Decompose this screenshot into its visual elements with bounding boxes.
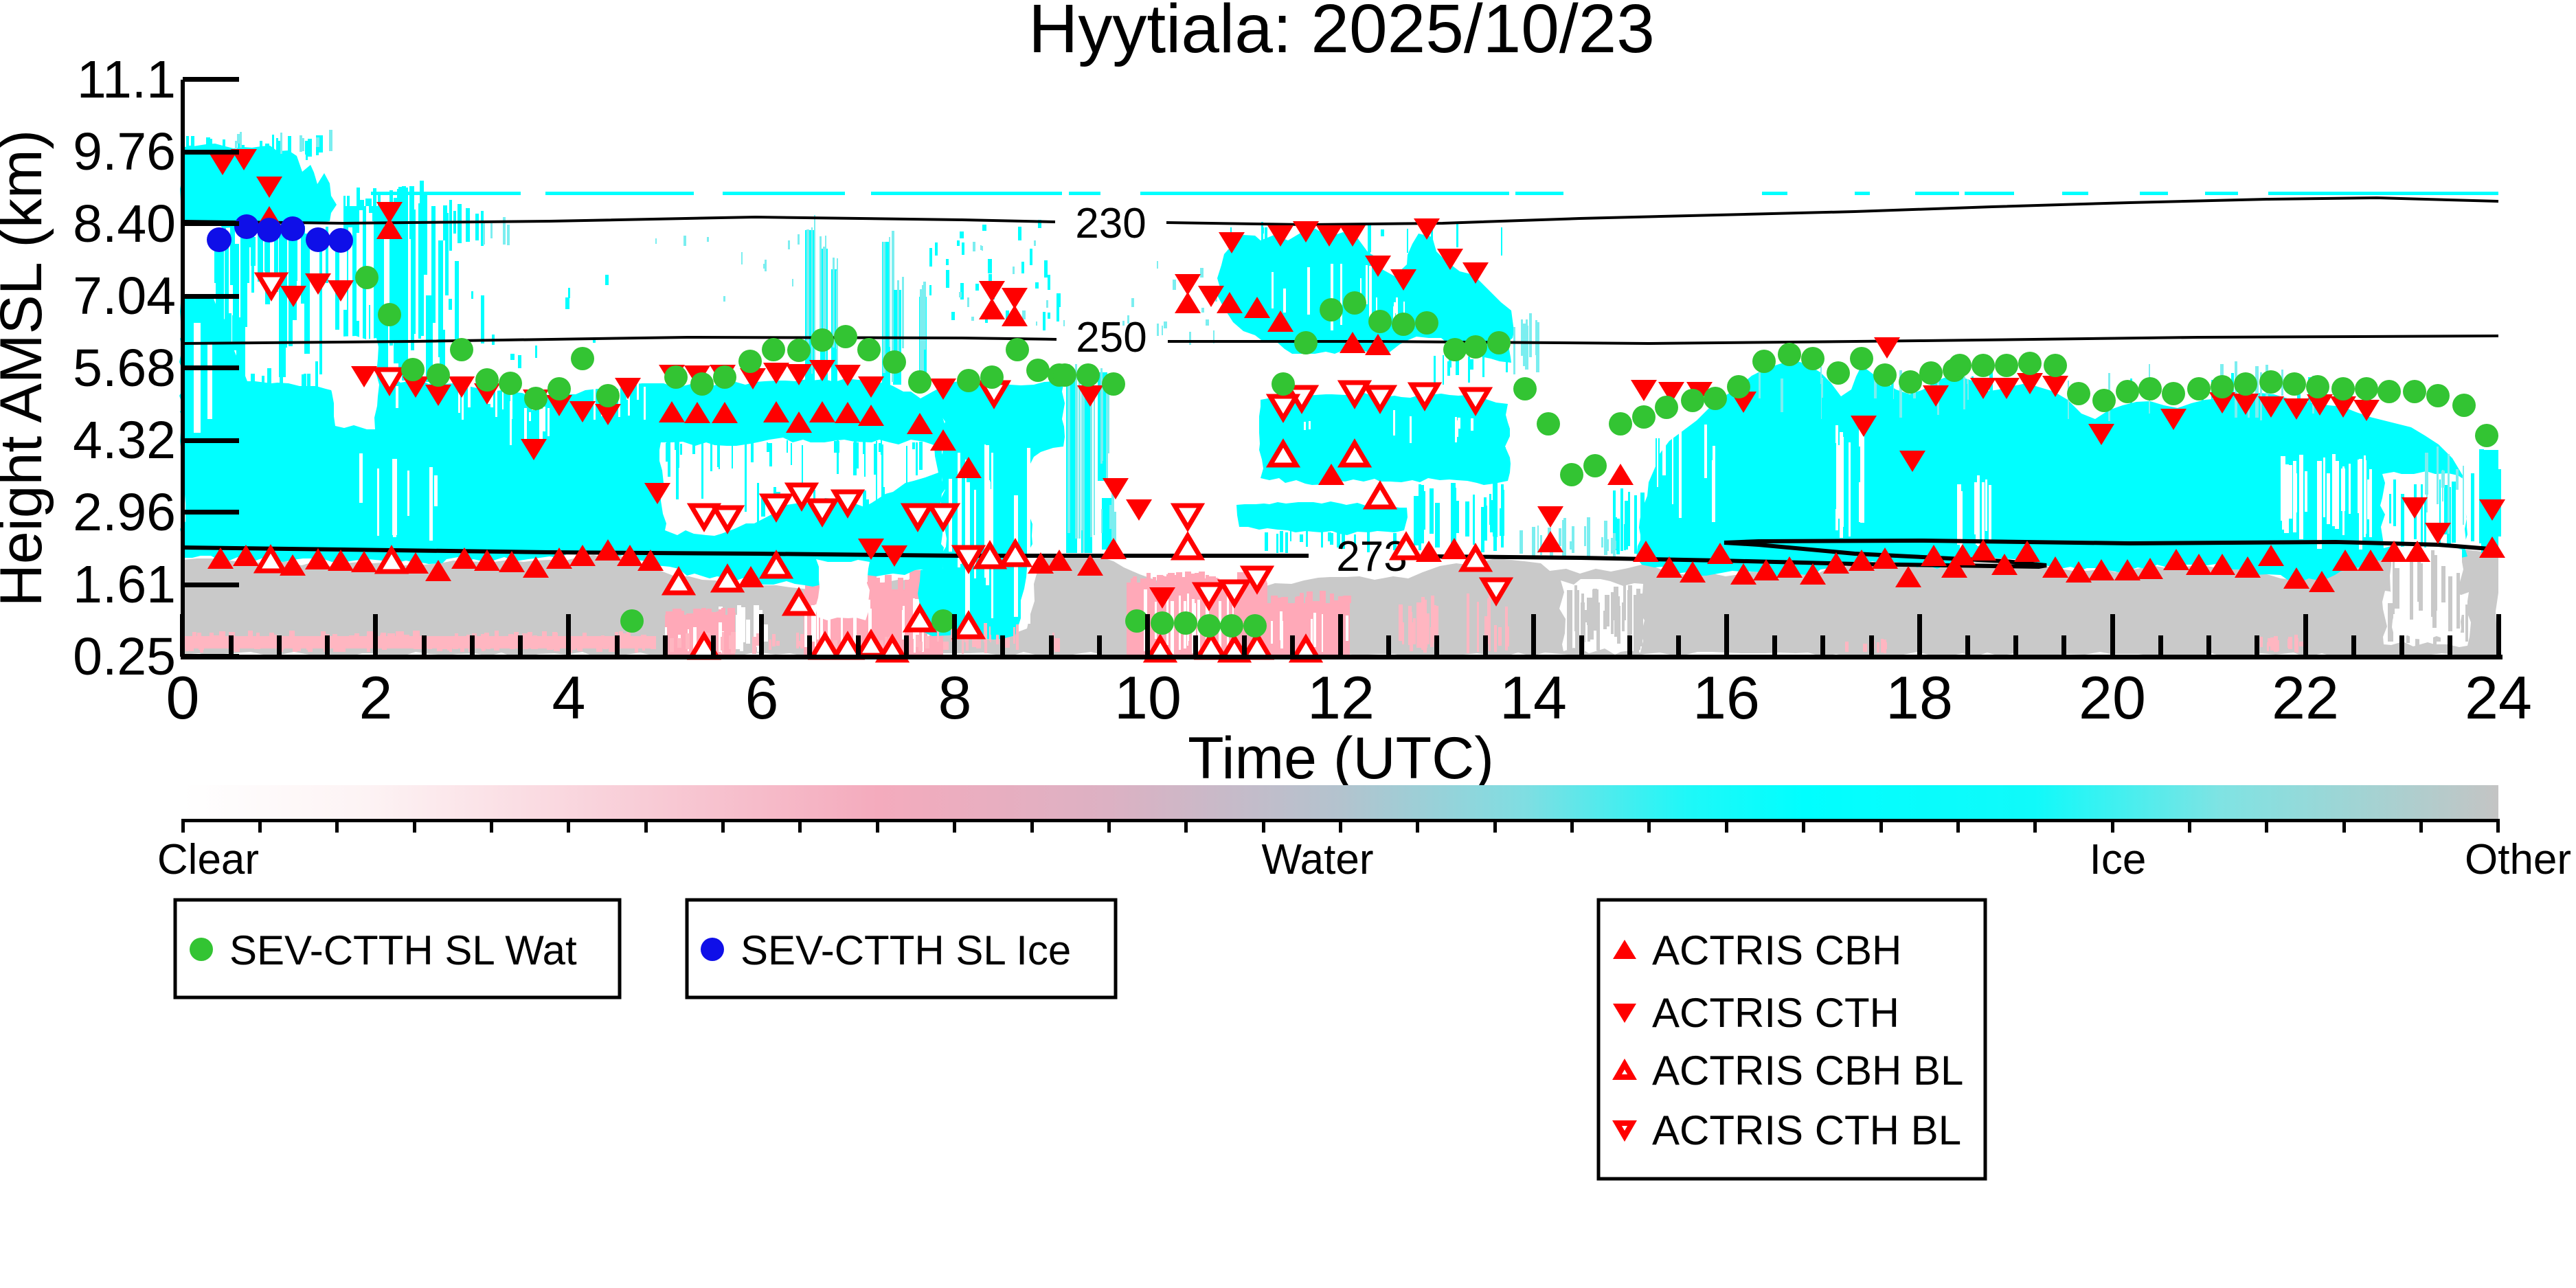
svg-text:9.76: 9.76 [73,122,176,181]
svg-text:18: 18 [1886,664,1953,732]
svg-text:20: 20 [2079,664,2146,732]
svg-text:Ice: Ice [2090,836,2147,883]
svg-text:Water: Water [1261,836,1373,883]
svg-text:Other: Other [2465,836,2571,883]
svg-text:0: 0 [166,664,200,732]
svg-text:4.32: 4.32 [73,411,176,470]
svg-text:24: 24 [2465,664,2532,732]
svg-text:14: 14 [1500,664,1567,732]
svg-text:Height AMSL (km): Height AMSL (km) [0,130,54,607]
svg-text:8: 8 [938,664,972,732]
svg-text:8.40: 8.40 [73,194,176,253]
svg-text:2: 2 [359,664,393,732]
svg-text:ACTRIS CBH: ACTRIS CBH [1652,927,1901,973]
svg-text:5.68: 5.68 [73,339,176,398]
svg-text:2.96: 2.96 [73,483,176,542]
svg-text:Hyytiala: 2025/10/23: Hyytiala: 2025/10/23 [1028,0,1655,67]
svg-text:22: 22 [2272,664,2339,732]
svg-text:ACTRIS CTH BL: ACTRIS CTH BL [1652,1107,1961,1153]
svg-text:250: 250 [1076,314,1146,361]
svg-text:ACTRIS CBH BL: ACTRIS CBH BL [1652,1048,1963,1094]
svg-text:Clear: Clear [157,836,259,883]
svg-text:SEV-CTTH SL Ice: SEV-CTTH SL Ice [741,927,1071,973]
svg-text:12: 12 [1307,664,1375,732]
svg-text:11.1: 11.1 [77,50,176,109]
svg-text:4: 4 [552,664,586,732]
svg-text:0.25: 0.25 [73,627,176,686]
svg-text:7.04: 7.04 [73,267,176,326]
svg-text:230: 230 [1075,200,1146,247]
svg-text:ACTRIS CTH: ACTRIS CTH [1652,990,1899,1036]
svg-text:1.61: 1.61 [73,555,176,614]
svg-text:10: 10 [1114,664,1182,732]
svg-text:6: 6 [745,664,779,732]
svg-text:Time (UTC): Time (UTC) [1188,725,1494,791]
svg-text:SEV-CTTH SL Wat: SEV-CTTH SL Wat [229,927,577,973]
svg-text:16: 16 [1693,664,1760,732]
